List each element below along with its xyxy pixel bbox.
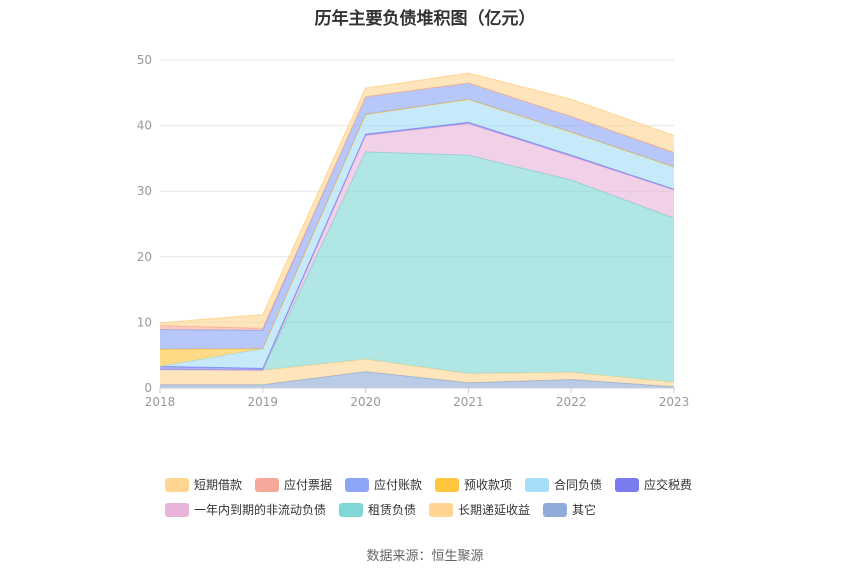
chart-title: 历年主要负债堆积图（亿元） (314, 9, 536, 29)
legend-item[interactable]: 合同负债 (525, 476, 602, 493)
legend-label: 短期借款 (194, 478, 243, 492)
legend-item[interactable]: 预收款项 (435, 476, 512, 493)
legend-row: 短期借款 应付票据 应付账款 预收款项 合同负债 应交税费 (165, 472, 705, 497)
x-tick-label: 2018 (145, 395, 176, 409)
legend-swatch (543, 502, 568, 517)
legend-swatch (615, 477, 639, 492)
data-source-note: 数据来源：恒生聚源 (366, 549, 484, 564)
legend-label: 其它 (572, 503, 597, 517)
x-tick-label: 2019 (248, 395, 279, 409)
area-series-5 (160, 99, 674, 369)
area-series-7 (160, 82, 674, 350)
legend-label: 租赁负债 (368, 503, 417, 517)
y-tick-label: 0 (144, 381, 152, 395)
legend-label: 长期递延收益 (458, 503, 531, 517)
legend-item[interactable]: 长期递延收益 (429, 501, 530, 518)
legend-item[interactable]: 一年内到期的非流动负债 (165, 501, 326, 518)
legend-swatch (165, 477, 189, 492)
x-tick-label: 2021 (453, 395, 484, 409)
legend-label: 合同负债 (554, 478, 603, 492)
legend-swatch (339, 502, 364, 517)
legend-item[interactable]: 应付账款 (345, 476, 422, 493)
chart-plot: 0 10 20 30 40 50 2018 2019 2020 2021 2022 2023 (137, 53, 690, 409)
area-series-2 (160, 151, 674, 383)
y-tick-label: 20 (137, 250, 152, 264)
x-tick-label: 2020 (350, 395, 381, 409)
y-tick-label: 30 (137, 184, 152, 198)
legend-swatch (165, 502, 189, 517)
legend-swatch (255, 477, 279, 492)
series-line-9 (159, 72, 675, 324)
chart-legend: 短期借款 应付票据 应付账款 预收款项 合同负债 应交税费 一年内到期的非流动负债 租赁负债… (165, 472, 705, 522)
x-tick-label: 2022 (556, 395, 587, 409)
area-series-9 (160, 73, 674, 329)
legend-item[interactable]: 其它 (543, 501, 596, 518)
area-series-1 (160, 359, 674, 387)
area-series-0 (160, 371, 674, 388)
legend-item[interactable]: 租赁负债 (339, 501, 416, 518)
legend-swatch (345, 477, 369, 492)
y-tick-label: 10 (137, 315, 152, 329)
y-tick-label: 50 (137, 53, 152, 67)
legend-label: 一年内到期的非流动负债 (194, 503, 327, 517)
y-tick-label: 40 (137, 119, 152, 133)
legend-label: 应付票据 (284, 478, 333, 492)
legend-item[interactable]: 应付票据 (255, 476, 332, 493)
legend-label: 应交税费 (644, 478, 693, 492)
legend-label: 应付账款 (374, 478, 423, 492)
legend-label: 预收款项 (464, 478, 513, 492)
legend-item[interactable]: 短期借款 (165, 476, 242, 493)
legend-row: 一年内到期的非流动负债 租赁负债 长期递延收益 其它 (165, 497, 705, 522)
legend-swatch (429, 502, 454, 517)
legend-swatch (525, 477, 549, 492)
x-tick-label: 2023 (659, 395, 690, 409)
legend-swatch (435, 477, 459, 492)
legend-item[interactable]: 应交税费 (615, 476, 692, 493)
